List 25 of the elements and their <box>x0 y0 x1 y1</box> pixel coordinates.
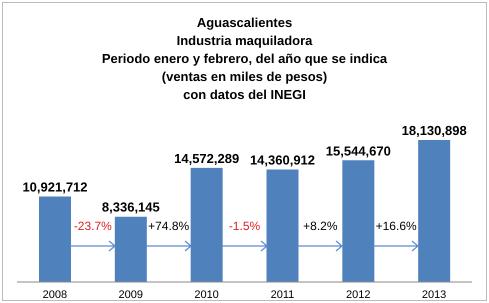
annotation: +74.8% <box>147 219 190 233</box>
chart-subtitle: Industria maquiladora Periodo enero y febrero, del año que se indica (ventas en miles de pesos) con datos del INEGI <box>100 32 388 104</box>
bar <box>266 170 298 282</box>
data-label: 15,544,670 <box>326 143 391 158</box>
annotation: -1.5% <box>228 219 262 233</box>
data-label: 14,360,912 <box>250 152 316 168</box>
data-label: 14,572,289 <box>174 150 240 166</box>
bar <box>342 160 374 282</box>
bar <box>418 140 450 282</box>
bar <box>114 216 147 282</box>
x-tick-label: 2008 <box>42 288 68 301</box>
chart-title: Aguascalientes <box>196 14 294 32</box>
x-tick-label: 2010 <box>194 288 219 301</box>
data-label: 18,130,898 <box>402 123 467 138</box>
bar <box>39 196 71 282</box>
bar <box>190 168 223 282</box>
x-tick-label: 2009 <box>118 288 143 301</box>
annotation: +8.2% <box>302 219 338 233</box>
data-label: 8,336,145 <box>102 200 160 215</box>
annotation: +16.6% <box>374 219 418 233</box>
annotation: -23.7% <box>72 219 113 233</box>
x-tick-label: 2013 <box>422 288 446 301</box>
data-label: 10,921,712 <box>22 179 88 194</box>
x-tick-label: 2012 <box>346 288 370 301</box>
x-tick-label: 2011 <box>270 288 294 301</box>
